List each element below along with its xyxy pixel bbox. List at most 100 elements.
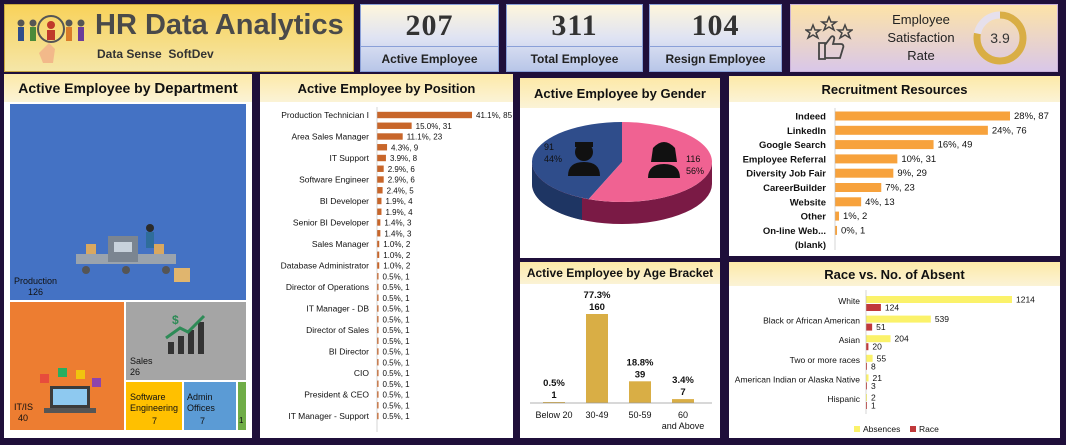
position-bar [377, 154, 386, 162]
recruitment-bar-label: 7%, 23 [885, 183, 915, 194]
recruitment-category-label: (blank) [795, 240, 826, 251]
position-category-label: CIO [354, 368, 370, 378]
recruitment-bar-label: 28%, 87 [1014, 111, 1049, 122]
recruitment-category-label: Diversity Job Fair [746, 169, 826, 180]
recruitment-bar-label: 0%, 1 [841, 225, 865, 236]
position-bar-label: 0.5%, 1 [383, 412, 411, 421]
treemap-other: 1 [238, 382, 246, 430]
race-bar-label: 20 [872, 342, 882, 352]
gauge-value: 3.9 [990, 30, 1010, 46]
position-bar-label: 0.5%, 1 [383, 294, 411, 303]
race-category-label: American Indian or Alaska Native [735, 374, 860, 384]
position-bar-label: 0.5%, 1 [383, 315, 411, 324]
race-category-label: White [838, 296, 860, 306]
position-bar-label: 1.0%, 2 [383, 262, 411, 271]
race-bar-label: 21 [873, 373, 883, 383]
recruitment-bar [835, 111, 1010, 121]
position-bar-label: 1.9%, 4 [385, 197, 413, 206]
position-bar [377, 305, 379, 312]
position-bar-label: 0.5%, 1 [383, 401, 411, 410]
race-bar-absences [866, 315, 931, 323]
recruitment-category-label: On-line Web... [763, 226, 826, 237]
age-bar [586, 314, 608, 403]
treemap-value: 126 [28, 287, 44, 297]
race-bar-label: 1214 [1016, 295, 1035, 305]
position-bar-label: 11.1%, 23 [407, 133, 443, 142]
position-category-label: Senior BI Developer [293, 218, 369, 228]
recruitment-category-label: LinkedIn [787, 126, 826, 137]
position-bar [377, 230, 381, 237]
position-bar [377, 359, 379, 366]
position-bar [377, 348, 379, 355]
recruitment-category-label: CareerBuilder [763, 183, 826, 194]
position-category-label: Software Engineer [299, 175, 369, 185]
treemap-label: Software Engineering [130, 392, 179, 413]
kpi-label: Total Employee [507, 46, 642, 71]
legend-swatch [854, 426, 860, 432]
position-bar-chart: 41.1%, 85 Production Technician I 15.0%, 3… [281, 107, 513, 432]
treemap-label: Sales 26 [130, 356, 153, 377]
treemap-label: Admin Offices [187, 392, 215, 413]
position-bar [377, 240, 380, 248]
header-banner: HR Data Analytics Data Sense SoftDev [4, 4, 354, 72]
recruitment-bar-label: 16%, 49 [938, 140, 973, 151]
position-category-label: Director of Sales [306, 325, 369, 335]
panel-gender: Active Employee by Gender 91 44% 116 56% [520, 78, 720, 258]
treemap-production: Production 126 [10, 104, 246, 300]
position-bar-label: 4.3%, 9 [391, 143, 419, 152]
age-category-label: 60 [678, 410, 688, 420]
position-bar-label: 0.5%, 1 [383, 358, 411, 367]
recruitment-category-label: Website [790, 197, 826, 208]
satisfaction-gauge: 3.9 [973, 11, 1027, 65]
panel-department: Active Employee by Department Production… [4, 74, 252, 438]
recruitment-bar [835, 183, 882, 192]
gauge-fill [973, 11, 1027, 65]
race-bar-absences [866, 394, 867, 401]
position-bar-label: 1.0%, 2 [383, 251, 411, 260]
position-bar-label: 1.4%, 3 [384, 219, 412, 228]
race-bar-chart: White 1214 124 Black or African American 539… [735, 290, 1035, 434]
kpi-total-employee: 311 Total Employee [506, 4, 643, 72]
recruitment-bar-label: 1%, 2 [843, 211, 867, 222]
kpi-value: 207 [405, 9, 454, 42]
position-bar [377, 369, 379, 377]
treemap-label: IT/IS 40 [14, 402, 34, 423]
position-bar [377, 122, 412, 129]
race-bar-absences [866, 374, 869, 382]
treemap-value: 1 [239, 416, 244, 425]
kpi-value: 104 [691, 9, 740, 42]
position-bar [377, 412, 379, 420]
recruitment-bar [835, 154, 898, 164]
position-bar [377, 294, 379, 301]
kpi-label: Active Employee [361, 46, 498, 71]
recruitment-bar [835, 211, 840, 221]
race-bar-label: 55 [877, 353, 887, 363]
age-bar [629, 381, 651, 403]
treemap-value: 7 [200, 416, 206, 426]
svg-text:$: $ [172, 313, 179, 327]
people-network-icon [17, 15, 85, 63]
thumbs-up-stars-icon [805, 14, 853, 60]
position-bar [377, 197, 382, 205]
panel-title: Active Employee by Gender [520, 78, 720, 108]
position-category-label: IT Manager - DB [306, 304, 369, 314]
age-bar-value: 160 [589, 302, 605, 313]
position-bar-label: 0.5%, 1 [383, 283, 411, 292]
recruitment-category-label: Other [801, 212, 827, 223]
position-bar [377, 316, 379, 323]
recruitment-bar-chart: 28%, 87 Indeed 24%, 76 LinkedIn 16%, 49 Googl… [743, 108, 1049, 251]
position-bar-label: 0.5%, 1 [383, 305, 411, 314]
race-bar-absences [866, 296, 1012, 303]
position-category-label: Sales Manager [312, 239, 369, 249]
kpi-active-employee: 207 Active Employee [360, 4, 499, 72]
position-bar [377, 283, 379, 291]
recruitment-bar [835, 225, 838, 235]
race-bar-race [866, 323, 873, 331]
kpi-resign-employee: 104 Resign Employee [649, 4, 782, 72]
race-bar-label: 3 [871, 381, 876, 391]
position-bar [377, 273, 379, 280]
race-category-label: Asian [839, 335, 861, 345]
pie-label-female-count: 116 [686, 154, 700, 164]
position-bar [377, 402, 379, 409]
panel-recruitment: Recruitment Resources 28%, 87 Indeed 24%, … [729, 76, 1060, 256]
